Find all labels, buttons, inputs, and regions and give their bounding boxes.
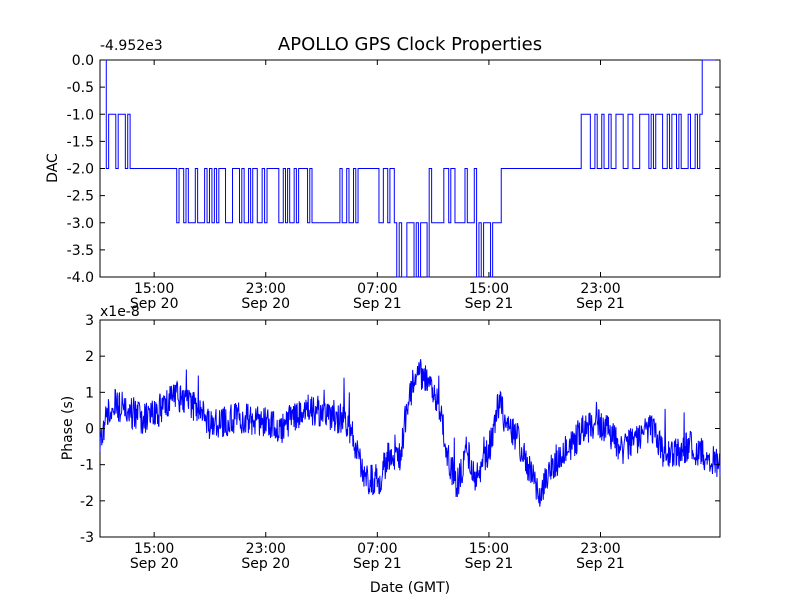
dac-x-tick-date-label: Sep 21 bbox=[353, 296, 402, 312]
phase-series-line bbox=[99, 359, 721, 507]
phase-x-tick-time-label: 07:00 bbox=[357, 541, 397, 557]
phase-y-tick-label: -1 bbox=[80, 458, 94, 474]
dac-x-tick-time-label: 07:00 bbox=[357, 281, 397, 297]
dac-y-tick-label: -4.0 bbox=[67, 270, 94, 286]
dac-y-axis: -4.0 -3.5 -3.0 -2.5 -2.0 -1.5 -1.0 -0.5 0.0 bbox=[67, 53, 720, 286]
dac-y-axis-label: DAC bbox=[45, 153, 61, 183]
phase-y-axis: -3 -2 -1 0 1 2 3 bbox=[80, 313, 720, 546]
phase-x-tick-date-label: Sep 21 bbox=[576, 556, 625, 572]
phase-y-tick-label: 1 bbox=[85, 385, 94, 401]
dac-axes-frame bbox=[99, 59, 721, 278]
phase-offset-label: x1e-8 bbox=[100, 304, 140, 320]
dac-y-tick-label: -3.0 bbox=[67, 216, 94, 232]
phase-y-tick-label: 0 bbox=[85, 422, 94, 438]
phase-y-tick-label: -2 bbox=[80, 494, 94, 510]
dac-x-tick-date-label: Sep 20 bbox=[241, 296, 290, 312]
phase-x-tick-date-label: Sep 21 bbox=[465, 556, 514, 572]
phase-y-tick-label: 3 bbox=[85, 313, 94, 329]
phase-y-tick-label: -3 bbox=[80, 530, 94, 546]
x-axis-label: Date (GMT) bbox=[370, 580, 450, 596]
dac-offset-label: -4.952e3 bbox=[100, 38, 163, 54]
dac-y-tick-label: -3.5 bbox=[67, 243, 94, 259]
phase-x-tick-date-label: Sep 20 bbox=[241, 556, 290, 572]
dac-y-tick-label: -0.5 bbox=[67, 80, 94, 96]
dac-panel: -4.0 -3.5 -3.0 -2.5 -2.0 -1.5 -1.0 -0.5 0.0 15:0… bbox=[45, 38, 721, 312]
phase-x-tick-time-label: 15:00 bbox=[134, 541, 174, 557]
phase-y-axis-label: Phase (s) bbox=[60, 396, 76, 460]
dac-x-tick-time-label: 15:00 bbox=[134, 281, 174, 297]
dac-y-tick-label: -2.0 bbox=[67, 162, 94, 178]
phase-x-tick-time-label: 23:00 bbox=[246, 541, 286, 557]
dac-x-tick-date-label: Sep 21 bbox=[576, 296, 625, 312]
dac-x-tick-time-label: 15:00 bbox=[469, 281, 509, 297]
phase-x-tick-time-label: 23:00 bbox=[580, 541, 620, 557]
phase-y-tick-label: 2 bbox=[85, 349, 94, 365]
phase-x-tick-time-label: 15:00 bbox=[469, 541, 509, 557]
dac-series-line bbox=[100, 59, 720, 278]
dac-y-tick-label: -1.0 bbox=[67, 107, 94, 123]
dac-x-tick-time-label: 23:00 bbox=[246, 281, 286, 297]
dac-x-tick-date-label: Sep 21 bbox=[465, 296, 514, 312]
dac-x-tick-date-label: Sep 20 bbox=[130, 296, 179, 312]
dac-y-tick-label: 0.0 bbox=[72, 53, 94, 69]
phase-x-tick-date-label: Sep 21 bbox=[353, 556, 402, 572]
dac-y-tick-label: -1.5 bbox=[67, 134, 94, 150]
phase-axes-frame bbox=[99, 319, 721, 538]
dac-x-tick-time-label: 23:00 bbox=[580, 281, 620, 297]
dac-y-tick-label: -2.5 bbox=[67, 189, 94, 205]
chart-title: APOLLO GPS Clock Properties bbox=[278, 34, 542, 55]
phase-x-tick-date-label: Sep 20 bbox=[130, 556, 179, 572]
